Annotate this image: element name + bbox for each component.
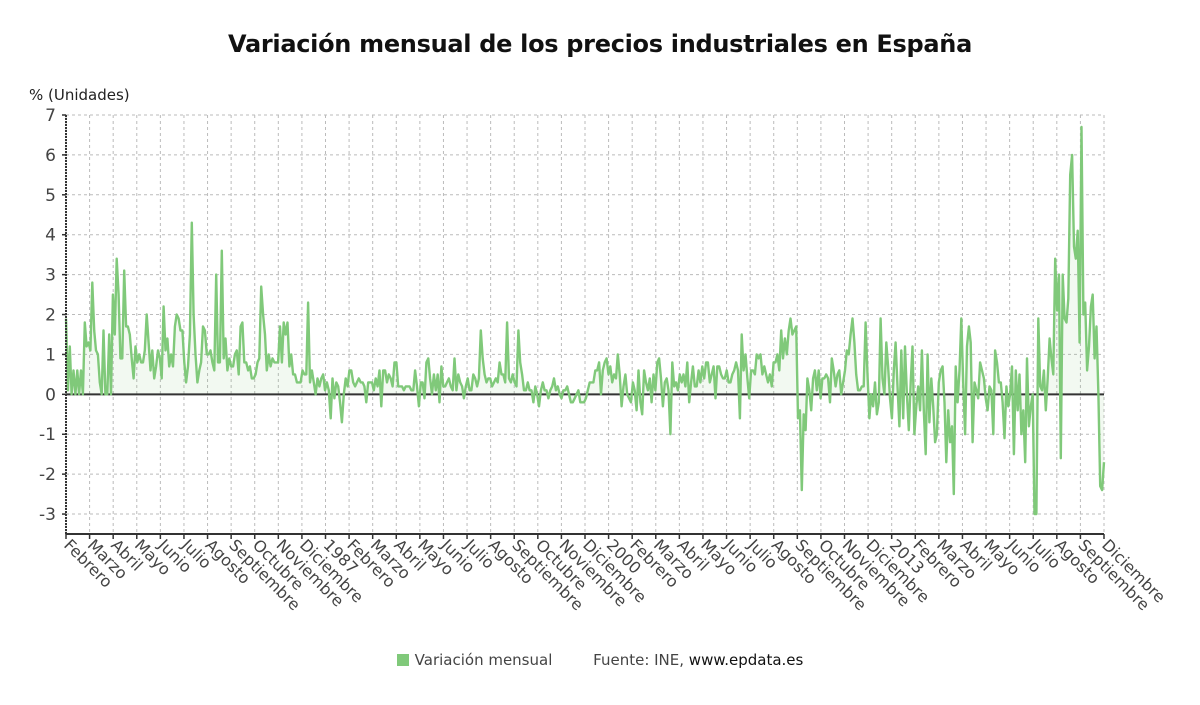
legend: Variación mensual Fuente: INE, www.epdat…	[0, 651, 1200, 669]
y-axis-ticks: 7 6 5 4 3 2 1 0 -1 -2 -3	[39, 106, 66, 525]
y-tick-label: -1	[39, 425, 56, 445]
series-line-path	[64, 125, 1106, 516]
y-tick-label: -2	[39, 465, 56, 485]
y-tick-label: 4	[45, 226, 56, 246]
chart-title: Variación mensual de los precios industr…	[228, 30, 972, 58]
y-tick-label: 6	[45, 146, 56, 166]
legend-label: Variación mensual	[414, 651, 553, 669]
source-note: Fuente: INE, www.epdata.es	[593, 651, 803, 669]
legend-item[interactable]: Variación mensual	[396, 651, 553, 669]
grid	[65, 114, 1105, 534]
y-tick-label: 2	[45, 306, 56, 326]
legend-swatch	[396, 654, 409, 666]
y-tick-label: 5	[45, 186, 56, 206]
y-tick-label: 1	[45, 345, 56, 365]
y-tick-label: 3	[45, 266, 56, 286]
y-tick-label: -3	[39, 505, 56, 525]
y-tick-label: 7	[45, 106, 56, 126]
x-axis-ticks: FebreroMarzoAbrilMayoJunioJulioAgostoSep…	[60, 534, 1169, 614]
series-line	[64, 125, 1106, 516]
y-axis-label: % (Unidades)	[29, 86, 130, 104]
y-tick-label: 0	[45, 385, 56, 405]
source-link[interactable]: www.epdata.es	[688, 651, 804, 669]
source-prefix: Fuente: INE,	[593, 651, 689, 669]
